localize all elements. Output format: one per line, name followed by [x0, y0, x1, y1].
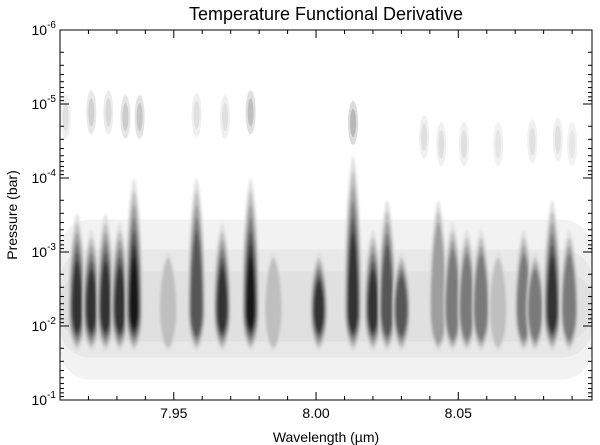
contour-feature	[159, 252, 178, 352]
contour-level	[446, 248, 460, 340]
upper-feature	[105, 98, 112, 127]
contour-level	[190, 230, 203, 336]
contour-level	[246, 256, 255, 329]
y-tick-label: 10-4	[32, 168, 57, 186]
contour-feature	[526, 252, 545, 352]
y-tick-label: 10-6	[32, 20, 57, 38]
upper-feature	[421, 123, 428, 152]
y-tick-label: 10-3	[32, 242, 57, 260]
contour-feature	[68, 213, 87, 352]
contour-feature	[241, 178, 260, 352]
contour-level	[395, 275, 407, 336]
contour-feature	[213, 222, 232, 352]
upper-feature	[554, 125, 561, 154]
x-tick-label: 8.00	[302, 405, 329, 421]
upper-feature	[122, 103, 129, 132]
contour-level	[115, 266, 125, 333]
x-tick-label: 8.05	[445, 405, 472, 421]
contour-feature	[110, 222, 129, 352]
y-axis-ticks: 10-6 10-5 10-4 10-3 10-2 10-1	[32, 20, 592, 408]
upper-features	[60, 90, 578, 167]
y-tick-label: 10-5	[32, 94, 57, 112]
contour-features	[68, 155, 579, 352]
upper-feature	[529, 127, 536, 156]
contour-level	[547, 254, 557, 333]
contour-level	[562, 253, 576, 340]
contour-level	[348, 232, 358, 333]
contour-feature	[309, 252, 328, 352]
contour-feature	[392, 252, 411, 352]
contour-feature	[124, 178, 143, 352]
contour-level	[72, 261, 82, 333]
contour-level	[130, 256, 138, 329]
contour-feature	[560, 229, 579, 352]
contour-level	[100, 261, 111, 333]
plot-frame	[59, 29, 593, 401]
upper-feature	[222, 103, 229, 132]
x-axis-label: Wavelength (µm)	[273, 429, 379, 445]
contour-feature	[429, 200, 448, 352]
contour-level	[431, 222, 446, 344]
chart-title: Temperature Functional Derivative	[189, 4, 463, 24]
contour-feature	[344, 155, 363, 352]
contour-feature	[378, 200, 397, 352]
y-tick-label: 10-1	[32, 390, 57, 408]
contour-level	[265, 257, 282, 348]
contour-level	[314, 280, 324, 333]
contour-feature	[457, 229, 476, 352]
upper-feature	[62, 103, 69, 132]
contour-feature	[264, 252, 283, 352]
upper-feature	[193, 100, 200, 129]
contour-level	[86, 269, 97, 333]
upper-feature	[247, 98, 254, 127]
x-tick-label: 7.95	[160, 405, 187, 421]
y-axis-label: Pressure (bar)	[4, 170, 20, 259]
contour-level	[381, 243, 393, 336]
upper-feature	[438, 130, 445, 159]
contour-level	[489, 257, 507, 348]
contour-level	[460, 253, 474, 340]
contour-level	[528, 269, 542, 340]
contour-level	[159, 257, 177, 348]
contour-level	[368, 269, 378, 333]
upper-feature	[495, 130, 502, 159]
contour-feature	[472, 229, 491, 352]
contour-level	[217, 266, 227, 333]
contour-feature	[187, 178, 206, 352]
upper-feature	[136, 103, 143, 132]
contour-feature	[443, 222, 462, 352]
contour-feature	[363, 229, 382, 352]
upper-feature	[350, 108, 357, 137]
x-axis-ticks: 7.95 8.00 8.05	[59, 30, 573, 421]
upper-feature	[569, 130, 576, 159]
contour-level	[474, 253, 488, 340]
upper-feature	[88, 98, 95, 127]
plot-area	[60, 30, 592, 400]
contour-feature	[543, 200, 562, 352]
upper-feature	[460, 130, 467, 159]
contour-feature	[82, 229, 101, 352]
contour-feature	[489, 252, 508, 352]
contour-feature	[96, 213, 115, 352]
y-tick-label: 10-2	[32, 316, 57, 334]
